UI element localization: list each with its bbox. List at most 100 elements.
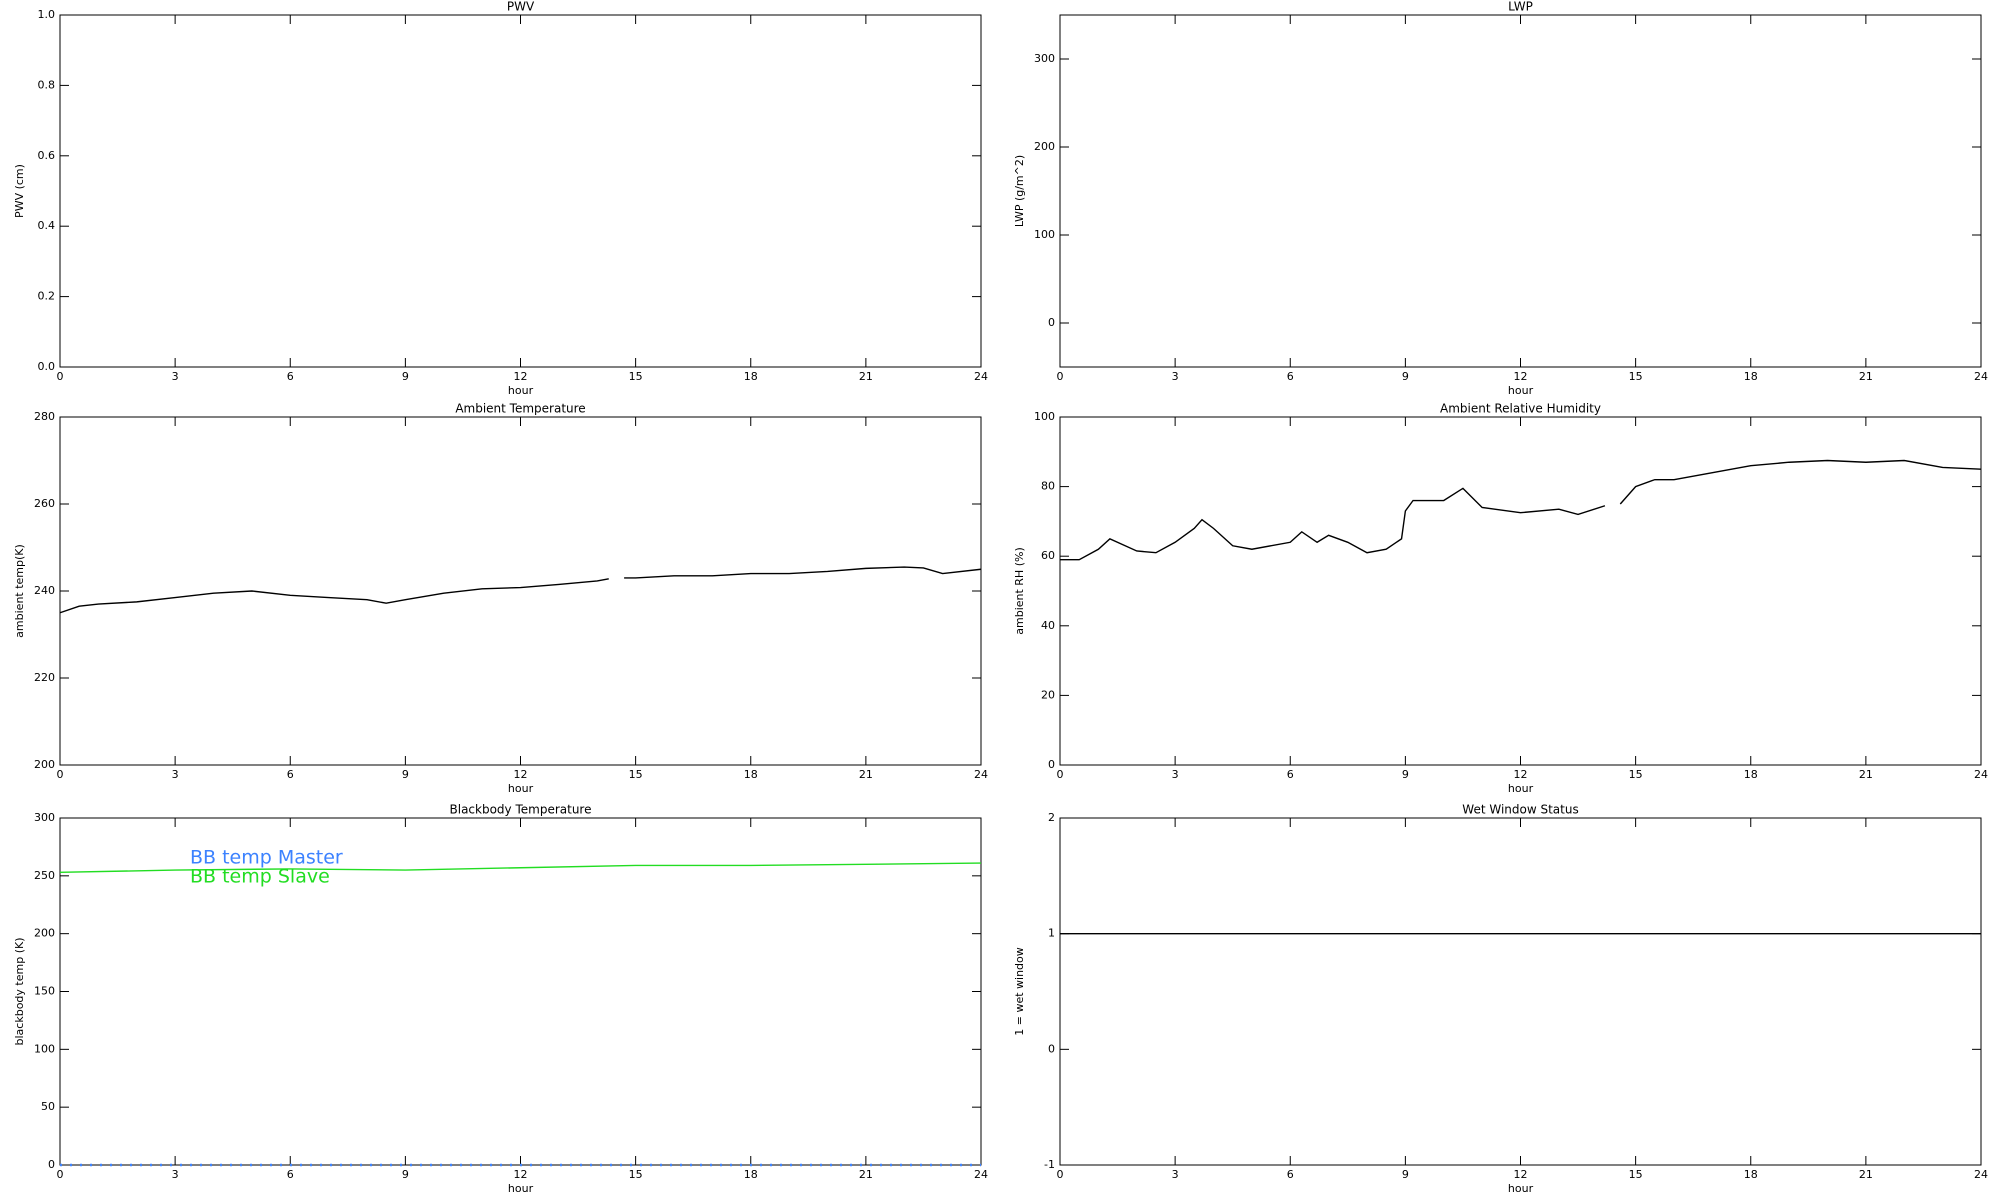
x-tick-label: 24 xyxy=(974,1168,988,1181)
x-tick-label: 15 xyxy=(629,1168,643,1181)
y-tick-label: 200 xyxy=(34,927,55,940)
y-tick-label: 1 xyxy=(1048,927,1055,940)
y-tick-label: 250 xyxy=(34,869,55,882)
x-tick-label: 15 xyxy=(629,768,643,781)
y-tick-label: 300 xyxy=(34,811,55,824)
y-tick-label: 0.0 xyxy=(38,360,56,373)
data-line xyxy=(59,578,609,614)
x-tick-label: 18 xyxy=(1744,370,1758,383)
x-tick-label: 12 xyxy=(514,768,528,781)
y-tick-label: 0.2 xyxy=(38,290,56,303)
y-tick-label: 220 xyxy=(34,671,55,684)
y-axis-label: ambient temp(K) xyxy=(13,544,26,638)
x-tick-label: 18 xyxy=(744,370,758,383)
y-tick-label: 2 xyxy=(1048,811,1055,824)
x-tick-label: 0 xyxy=(57,768,64,781)
x-tick-label: 9 xyxy=(402,768,409,781)
x-tick-label: 24 xyxy=(1974,768,1988,781)
y-tick-label: 0.8 xyxy=(38,78,56,91)
x-tick-label: 15 xyxy=(1629,1168,1643,1181)
y-tick-label: 80 xyxy=(1041,480,1055,493)
x-tick-label: 21 xyxy=(859,370,873,383)
y-tick-label: 100 xyxy=(34,1042,55,1055)
y-tick-label: 40 xyxy=(1041,619,1055,632)
x-axis-label: hour xyxy=(508,384,534,397)
x-tick-label: 9 xyxy=(1402,370,1409,383)
x-tick-label: 18 xyxy=(1744,768,1758,781)
y-tick-label: 0 xyxy=(48,1158,55,1171)
y-tick-label: -1 xyxy=(1044,1158,1055,1171)
y-axis-label: ambient RH (%) xyxy=(1013,547,1026,635)
y-tick-label: 0.6 xyxy=(38,149,56,162)
x-tick-label: 6 xyxy=(1287,370,1294,383)
legend-entry: BB temp Master xyxy=(190,847,343,869)
y-axis-label: 1 = wet window xyxy=(1013,947,1026,1036)
x-tick-label: 12 xyxy=(1514,1168,1528,1181)
legend-entry: BB temp Slave xyxy=(190,866,330,888)
x-tick-label: 3 xyxy=(172,370,179,383)
y-axis-label: LWP (g/m^2) xyxy=(1013,155,1026,227)
y-tick-label: 0 xyxy=(1048,316,1055,329)
y-tick-label: 0 xyxy=(1048,758,1055,771)
x-tick-label: 21 xyxy=(1859,1168,1873,1181)
y-tick-label: 260 xyxy=(34,497,55,510)
x-tick-label: 6 xyxy=(287,768,294,781)
x-tick-label: 0 xyxy=(1057,1168,1064,1181)
y-tick-label: 200 xyxy=(1034,140,1055,153)
x-tick-label: 9 xyxy=(402,1168,409,1181)
x-tick-label: 15 xyxy=(1629,768,1643,781)
x-tick-label: 3 xyxy=(1172,1168,1179,1181)
x-tick-label: 0 xyxy=(1057,768,1064,781)
chart-title: LWP xyxy=(1508,0,1533,14)
x-tick-label: 9 xyxy=(1402,1168,1409,1181)
x-tick-label: 24 xyxy=(1974,370,1988,383)
chart-title: Blackbody Temperature xyxy=(450,803,592,817)
y-tick-label: 0.4 xyxy=(38,219,56,232)
x-tick-label: 6 xyxy=(1287,768,1294,781)
x-tick-label: 6 xyxy=(287,370,294,383)
x-tick-label: 18 xyxy=(744,768,758,781)
y-tick-label: 1.0 xyxy=(38,8,56,21)
x-tick-label: 24 xyxy=(974,768,988,781)
x-tick-label: 9 xyxy=(402,370,409,383)
x-tick-label: 6 xyxy=(1287,1168,1294,1181)
x-tick-label: 3 xyxy=(1172,768,1179,781)
x-tick-label: 3 xyxy=(1172,370,1179,383)
chart-title: Ambient Relative Humidity xyxy=(1440,402,1601,416)
x-tick-label: 9 xyxy=(1402,768,1409,781)
data-line xyxy=(1619,459,1982,505)
x-axis-label: hour xyxy=(1508,384,1534,397)
chart-title: Ambient Temperature xyxy=(455,402,585,416)
y-tick-label: 280 xyxy=(34,410,55,423)
data-line xyxy=(59,862,982,874)
x-axis-label: hour xyxy=(1508,1182,1534,1195)
y-tick-label: 240 xyxy=(34,584,55,597)
y-tick-label: 20 xyxy=(1041,688,1055,701)
y-tick-label: 60 xyxy=(1041,549,1055,562)
y-axis-label: blackbody temp (K) xyxy=(13,938,26,1046)
x-tick-label: 15 xyxy=(629,370,643,383)
y-tick-label: 50 xyxy=(41,1100,55,1113)
data-line xyxy=(1060,487,1606,561)
y-tick-label: 0 xyxy=(1048,1042,1055,1055)
x-tick-label: 24 xyxy=(1974,1168,1988,1181)
y-axis-label: PWV (cm) xyxy=(13,164,26,218)
x-tick-label: 24 xyxy=(974,370,988,383)
x-tick-label: 0 xyxy=(1057,370,1064,383)
x-tick-label: 18 xyxy=(744,1168,758,1181)
x-tick-label: 21 xyxy=(1859,370,1873,383)
y-tick-label: 200 xyxy=(34,758,55,771)
x-tick-label: 12 xyxy=(514,370,528,383)
x-tick-label: 21 xyxy=(1859,768,1873,781)
x-tick-label: 6 xyxy=(287,1168,294,1181)
x-tick-label: 3 xyxy=(172,768,179,781)
x-tick-label: 18 xyxy=(1744,1168,1758,1181)
x-tick-label: 12 xyxy=(514,1168,528,1181)
x-tick-label: 12 xyxy=(1514,768,1528,781)
data-line xyxy=(624,566,982,579)
y-tick-label: 100 xyxy=(1034,410,1055,423)
chart-title: Wet Window Status xyxy=(1462,803,1578,817)
chart-title: PWV xyxy=(507,0,535,14)
